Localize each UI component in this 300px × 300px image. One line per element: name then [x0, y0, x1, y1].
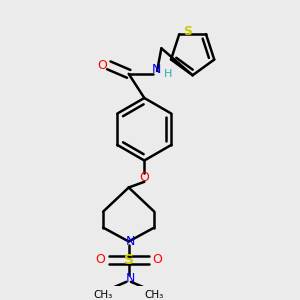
Text: O: O — [97, 59, 106, 72]
Text: N: N — [152, 63, 161, 76]
Text: N: N — [125, 235, 135, 248]
Text: CH₃: CH₃ — [145, 290, 164, 300]
Text: O: O — [95, 254, 105, 266]
Text: O: O — [152, 254, 162, 266]
Text: CH₃: CH₃ — [94, 290, 113, 300]
Text: O: O — [139, 171, 149, 184]
Text: S: S — [183, 25, 192, 38]
Text: H: H — [164, 69, 173, 79]
Text: S: S — [124, 253, 134, 267]
Text: N: N — [125, 272, 135, 285]
